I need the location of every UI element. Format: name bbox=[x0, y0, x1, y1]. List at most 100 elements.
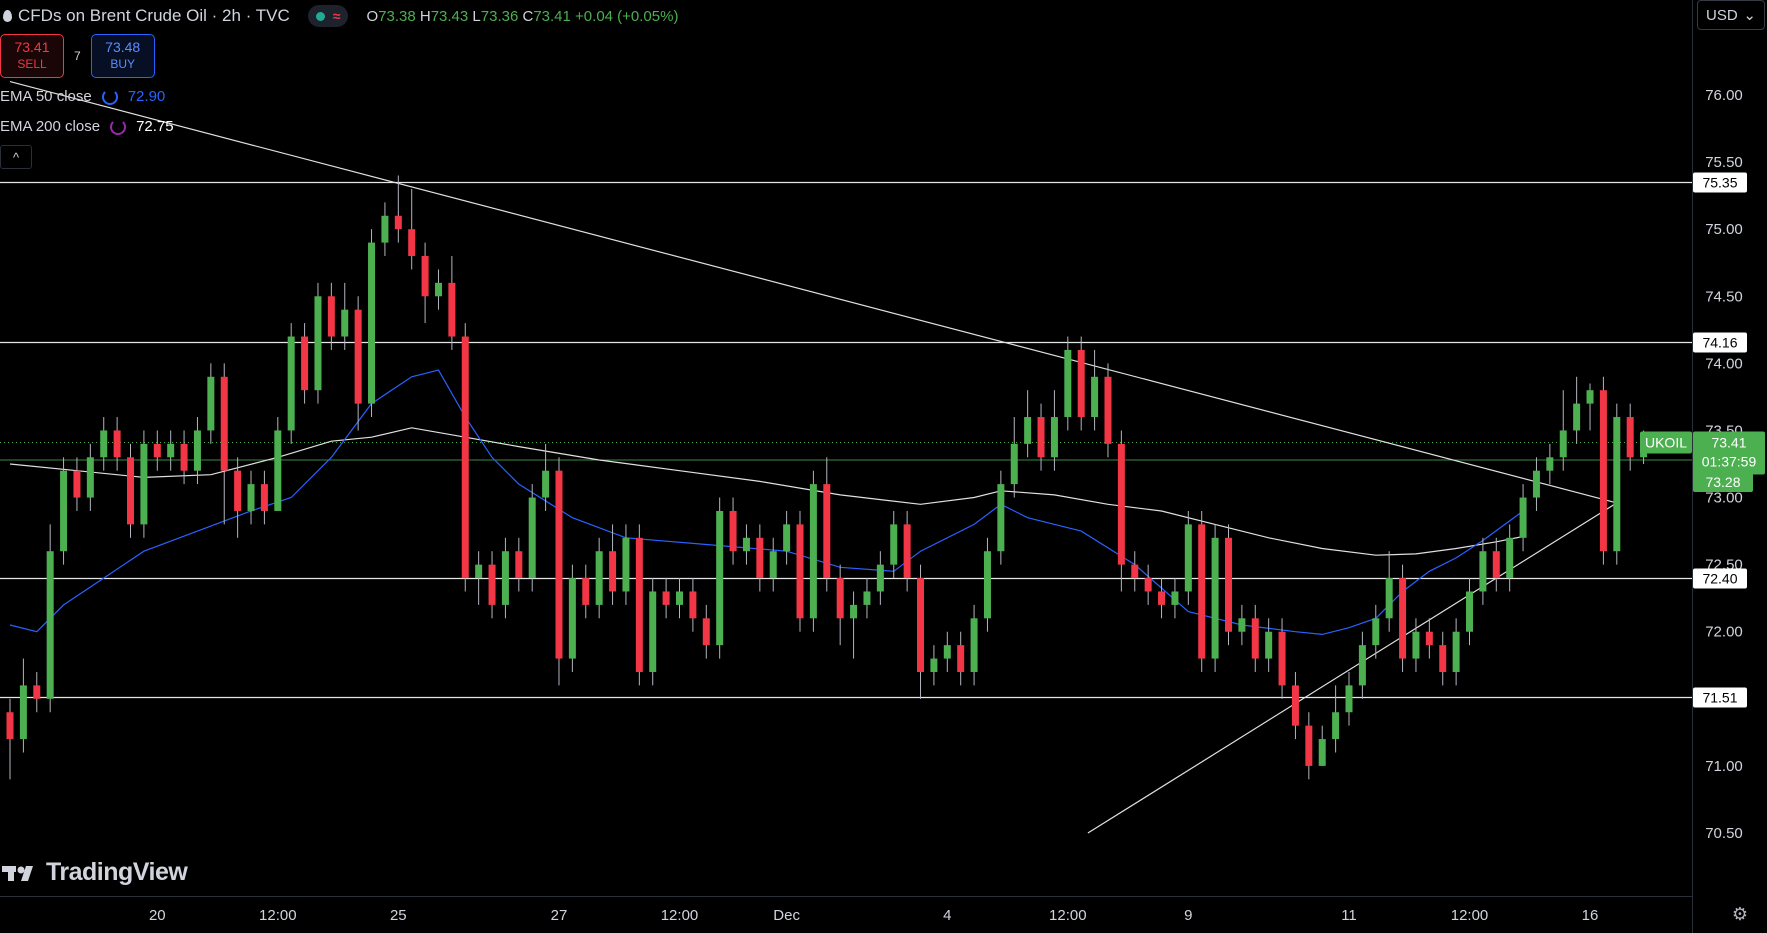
currency-selector[interactable]: USD ⌄ bbox=[1697, 0, 1765, 30]
candle-body bbox=[1251, 618, 1259, 659]
candle-body bbox=[368, 242, 376, 404]
candle bbox=[1238, 604, 1246, 646]
candle bbox=[957, 631, 965, 686]
symbol-title[interactable]: CFDs on Brent Crude Oil · 2h · TVC bbox=[18, 6, 290, 25]
buy-price: 73.48 bbox=[105, 39, 141, 55]
x-tick-label: 12:00 bbox=[1451, 907, 1489, 924]
candle-body bbox=[1291, 685, 1299, 726]
indicator-label: EMA 200 close bbox=[0, 118, 101, 135]
candle bbox=[127, 443, 135, 538]
level-label-text: 74.16 bbox=[1702, 335, 1737, 351]
candle-body bbox=[247, 484, 255, 511]
chevron-up-icon: ^ bbox=[12, 149, 20, 165]
candle-body bbox=[1492, 551, 1500, 579]
x-tick-label: 12:00 bbox=[259, 907, 297, 924]
sell-price: 73.41 bbox=[14, 39, 50, 55]
candle-body bbox=[1332, 712, 1340, 740]
low-label: L bbox=[472, 7, 481, 25]
candle bbox=[528, 484, 536, 592]
candle-body bbox=[100, 430, 108, 458]
candle bbox=[649, 578, 657, 686]
candle bbox=[1171, 578, 1179, 619]
candle-body bbox=[528, 497, 536, 579]
sell-button[interactable]: 73.41 SELL bbox=[0, 34, 64, 78]
candle bbox=[970, 604, 978, 686]
candle-body bbox=[73, 470, 81, 498]
candle-body bbox=[274, 430, 282, 511]
candle bbox=[823, 457, 831, 592]
candle-body bbox=[301, 336, 309, 391]
candle-body bbox=[434, 282, 442, 297]
candle-body bbox=[1599, 390, 1607, 552]
candle-body bbox=[515, 551, 523, 579]
candle bbox=[1265, 618, 1273, 672]
market-status-pill[interactable]: ≈ bbox=[307, 5, 349, 27]
candle-body bbox=[488, 564, 496, 605]
candle-body bbox=[341, 309, 349, 337]
candle-body bbox=[260, 484, 268, 511]
candle bbox=[1519, 484, 1527, 552]
candle-body bbox=[609, 551, 617, 592]
candle bbox=[1358, 631, 1366, 699]
y-tick-label: 76.00 bbox=[1705, 87, 1743, 104]
candle-body bbox=[19, 685, 27, 740]
candle-body bbox=[836, 578, 844, 619]
candle bbox=[917, 564, 925, 699]
candle bbox=[756, 524, 764, 592]
candle bbox=[1077, 336, 1085, 431]
candle bbox=[381, 202, 389, 257]
candle-body bbox=[1573, 403, 1581, 431]
candle-body bbox=[1546, 457, 1554, 471]
candle-body bbox=[970, 618, 978, 672]
candle bbox=[1091, 349, 1099, 431]
candle bbox=[1546, 443, 1554, 485]
candle bbox=[1425, 618, 1433, 659]
candle-body bbox=[1224, 537, 1232, 632]
candle-body bbox=[649, 591, 657, 672]
candle bbox=[287, 323, 295, 444]
indicator-ema50[interactable]: EMA 50 close 72.90 bbox=[0, 88, 165, 105]
buy-button[interactable]: 73.48 BUY bbox=[90, 34, 155, 78]
candle bbox=[742, 524, 750, 565]
indicator-value: 72.90 bbox=[127, 88, 166, 105]
candle-body bbox=[1184, 524, 1192, 592]
indicator-value: 72.75 bbox=[136, 118, 174, 135]
candle-body bbox=[1211, 537, 1219, 659]
indicator-ema200[interactable]: EMA 200 close 72.75 bbox=[0, 118, 174, 135]
candle-body bbox=[1318, 739, 1326, 766]
candle-body bbox=[1345, 685, 1353, 713]
candle-body bbox=[1091, 376, 1099, 418]
candle bbox=[1291, 671, 1299, 740]
candle-body bbox=[1385, 578, 1393, 619]
candle bbox=[595, 537, 603, 619]
candle-body bbox=[1010, 443, 1018, 485]
candle bbox=[247, 470, 255, 525]
candle bbox=[180, 430, 188, 485]
collapse-legend-button[interactable]: ^ bbox=[0, 145, 32, 169]
candle-body bbox=[863, 591, 871, 605]
candle bbox=[1010, 417, 1018, 498]
candle bbox=[421, 242, 429, 324]
gear-icon[interactable]: ⚙ bbox=[1731, 904, 1749, 924]
spread-value: 7 bbox=[74, 49, 81, 63]
candle-body bbox=[1532, 470, 1540, 498]
candle-body bbox=[127, 457, 135, 525]
candle bbox=[301, 323, 309, 404]
time-axis: 20 12:00 25 27 12:00 Dec 4 12:00 9 11 12:00 16 bbox=[149, 907, 1598, 924]
candle-body bbox=[448, 282, 456, 337]
candle bbox=[1050, 390, 1058, 471]
candle bbox=[1104, 363, 1112, 458]
candle-body bbox=[890, 524, 898, 565]
candle-body bbox=[769, 551, 777, 579]
candle-body bbox=[1586, 390, 1594, 404]
candle-body bbox=[461, 336, 469, 579]
candle-body bbox=[568, 578, 576, 659]
candle bbox=[662, 578, 670, 619]
candle bbox=[796, 510, 804, 632]
candle bbox=[100, 417, 108, 471]
symbol-tag-text: UKOIL bbox=[1645, 435, 1687, 451]
candle-body bbox=[113, 430, 121, 458]
candles bbox=[6, 175, 1661, 780]
level-label-text: 72.40 bbox=[1702, 571, 1737, 587]
